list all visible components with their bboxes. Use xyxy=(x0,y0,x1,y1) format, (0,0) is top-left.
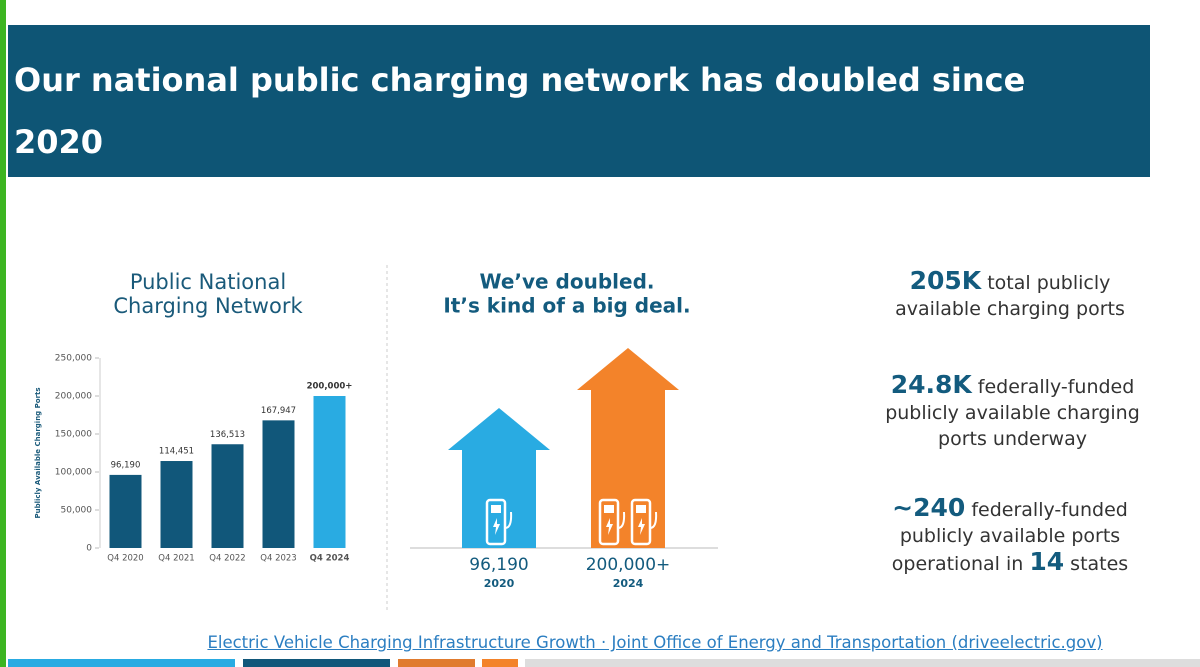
y-tick-label: 50,000 xyxy=(61,506,93,516)
bolt xyxy=(493,518,500,535)
charger xyxy=(485,498,507,546)
item-year: 2024 xyxy=(613,577,644,590)
bar xyxy=(211,444,244,548)
stat-text: federally-funded publicly available char… xyxy=(885,376,1140,450)
value-label: 167,947 xyxy=(261,406,296,416)
cable xyxy=(504,511,513,529)
x-tick-label: Q4 2021 xyxy=(158,554,194,564)
bolt xyxy=(606,518,613,535)
stat-highlight: 14 xyxy=(1029,547,1065,576)
house xyxy=(448,408,550,548)
stat-highlight: 24.8K xyxy=(890,370,972,399)
y-tick-label: 0 xyxy=(86,544,92,554)
source-link[interactable]: Electric Vehicle Charging Infrastructure… xyxy=(207,633,1103,652)
cable xyxy=(649,511,658,529)
infographic-title: We’ve doubled. xyxy=(479,270,654,294)
strip xyxy=(482,659,518,667)
value-label: 96,190 xyxy=(111,460,141,470)
x-tick-label: Q4 2024 xyxy=(310,554,350,564)
stat: 24.8K federally-funded publicly availabl… xyxy=(870,372,1155,452)
charger xyxy=(598,498,620,546)
y-tick-label: 200,000 xyxy=(55,392,92,402)
value-label: 200,000+ xyxy=(307,382,353,392)
bar xyxy=(109,474,142,548)
x-tick-label: Q4 2022 xyxy=(209,554,245,564)
stat-text: total publicly available charging ports xyxy=(895,272,1125,320)
stat-text: federally-funded publicly available port… xyxy=(891,499,1128,575)
strip xyxy=(398,659,475,667)
item-value: 96,190 xyxy=(469,555,528,575)
bar xyxy=(262,420,295,548)
y-axis-label: Publicly Available Charging Ports xyxy=(34,387,42,518)
chart-title: Public National Charging Network xyxy=(113,270,303,318)
y-tick-label: 150,000 xyxy=(55,430,92,440)
x-tick-label: Q4 2023 xyxy=(260,554,296,564)
y-tick-label: 250,000 xyxy=(55,354,92,364)
stat: 205K total publicly available charging p… xyxy=(870,268,1150,322)
title-line: Public National xyxy=(130,270,286,294)
strip xyxy=(8,659,235,667)
header: Our national public charging network has… xyxy=(8,25,1150,177)
bar xyxy=(160,461,193,548)
x-tick-label: Q4 2020 xyxy=(107,554,143,564)
bar xyxy=(313,396,346,548)
charger-screen xyxy=(604,505,614,513)
item-year: 2020 xyxy=(484,577,515,590)
strip xyxy=(243,659,390,667)
title: Our national public charging network has… xyxy=(14,61,1026,161)
strip xyxy=(525,659,1200,667)
stat: ~240 federally-funded publicly available… xyxy=(880,495,1140,577)
cable xyxy=(617,511,626,529)
house xyxy=(577,348,679,548)
charger xyxy=(630,498,652,546)
y-tick-label: 100,000 xyxy=(55,468,92,478)
stat-highlight: ~240 xyxy=(892,493,966,522)
charger-screen xyxy=(636,505,646,513)
value-label: 114,451 xyxy=(159,447,194,457)
stat-highlight: 205K xyxy=(909,266,982,295)
title-line: Charging Network xyxy=(113,294,303,318)
edge xyxy=(0,0,6,667)
stat-text: states xyxy=(1064,553,1129,575)
infographic-title: It’s kind of a big deal. xyxy=(443,294,690,318)
item-value: 200,000+ xyxy=(586,555,671,575)
charger-screen xyxy=(491,505,501,513)
bolt xyxy=(638,518,645,535)
value-label: 136,513 xyxy=(210,430,245,440)
